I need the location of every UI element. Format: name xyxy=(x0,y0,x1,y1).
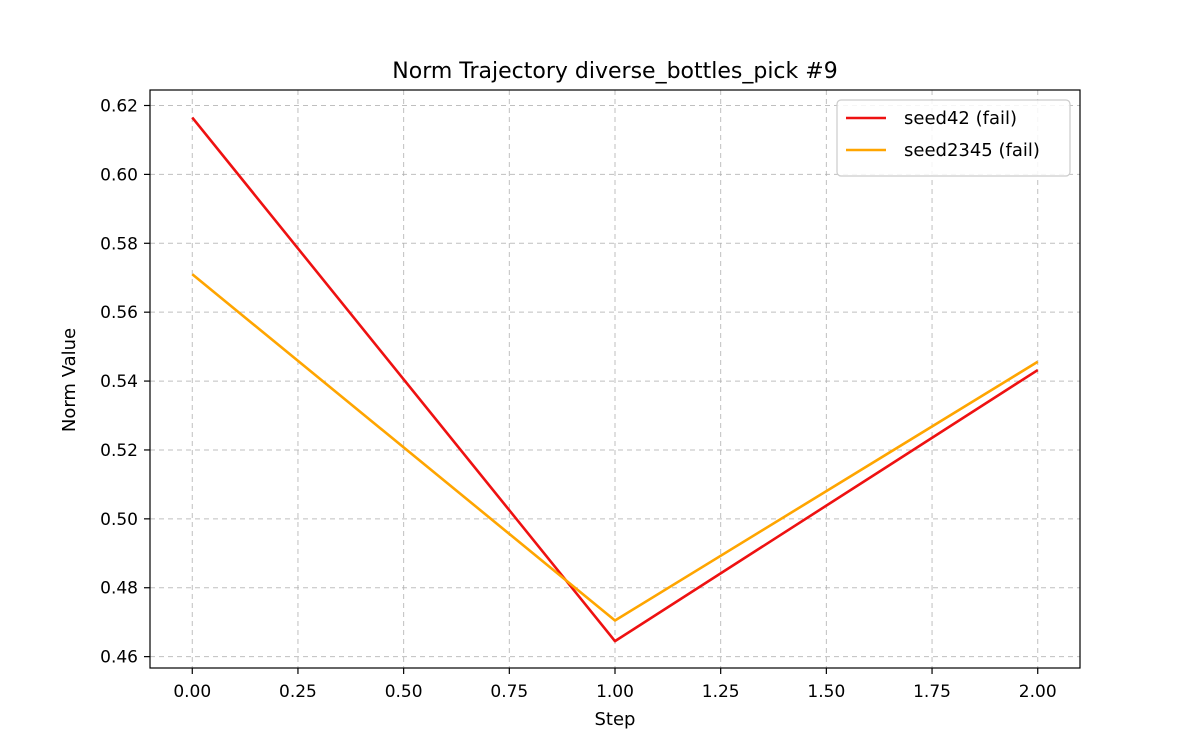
x-tick-label: 0.75 xyxy=(490,682,528,702)
series-line-2 xyxy=(191,273,1039,622)
x-tick-label: 2.00 xyxy=(1019,682,1057,702)
x-tick-label: 0.50 xyxy=(385,682,423,702)
y-tick-label: 0.54 xyxy=(100,372,138,392)
legend-box xyxy=(836,99,1071,177)
x-tick-label: 0.00 xyxy=(173,682,211,702)
series-lines xyxy=(191,116,1039,643)
x-tick-label: 1.50 xyxy=(807,682,845,702)
legend-label: seed2345 (fail) xyxy=(904,140,1040,161)
legend-label: seed42 (fail) xyxy=(904,108,1017,129)
x-tick-label: 0.25 xyxy=(279,682,317,702)
x-axis-ticks: 0.00 0.25 0.50 0.75 1.00 1.25 1.50 1.75 2.00 xyxy=(173,668,1057,702)
x-axis-label: Step xyxy=(595,709,636,730)
y-axis-ticks: 0.46 0.48 0.50 0.52 0.54 0.56 0.58 0.60 0.62 xyxy=(100,97,150,668)
y-tick-label: 0.48 xyxy=(100,579,138,599)
y-tick-label: 0.50 xyxy=(100,510,138,530)
series-line-1 xyxy=(191,116,1039,643)
y-axis-label: Norm Value xyxy=(59,328,80,432)
x-tick-label: 1.00 xyxy=(596,682,634,702)
y-tick-label: 0.46 xyxy=(100,648,138,668)
x-tick-label: 1.25 xyxy=(702,682,740,702)
y-tick-label: 0.60 xyxy=(100,165,138,185)
y-tick-label: 0.62 xyxy=(100,97,138,117)
chart-title: Norm Trajectory diverse_bottles_pick #9 xyxy=(392,59,837,84)
y-tick-label: 0.56 xyxy=(100,303,138,323)
y-tick-label: 0.58 xyxy=(100,234,138,254)
grid xyxy=(150,90,1080,668)
y-tick-label: 0.52 xyxy=(100,441,138,461)
legend: seed42 (fail) seed2345 (fail) xyxy=(836,99,1071,177)
x-tick-label: 1.75 xyxy=(913,682,951,702)
